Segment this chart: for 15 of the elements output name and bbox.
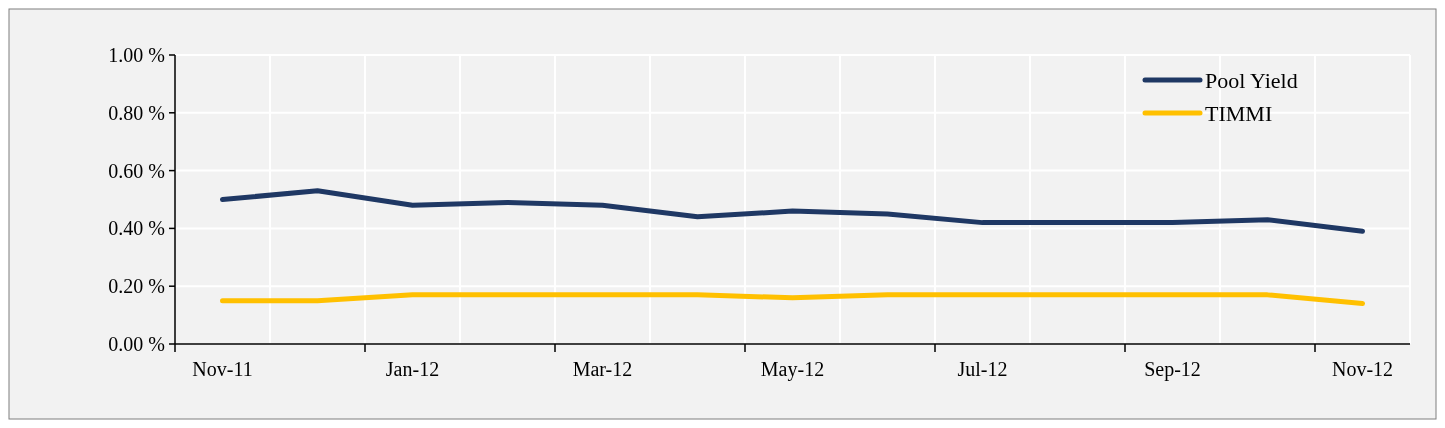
- x-tick-label: Jan-12: [385, 358, 440, 380]
- y-tick-label: 0.40 %: [108, 217, 165, 240]
- x-tick-label: Sep-12: [1144, 358, 1201, 381]
- x-tick-label: Nov-11: [192, 358, 253, 380]
- y-tick-label: 0.00 %: [108, 333, 165, 355]
- y-tick-label: 0.60 %: [108, 159, 165, 182]
- x-tick-label: Nov-12: [1331, 358, 1394, 380]
- y-tick-label: 1.00 %: [108, 44, 165, 66]
- legend-label: TIMMI: [1205, 100, 1273, 126]
- y-tick-label: 0.20 %: [108, 275, 165, 298]
- x-tick-label: Jul-12: [957, 358, 1008, 380]
- y-tick-label: 0.80 %: [108, 101, 165, 124]
- x-tick-label: May-12: [760, 358, 825, 381]
- x-tick-label: Mar-12: [572, 358, 633, 380]
- legend-label: Pool Yield: [1205, 67, 1298, 93]
